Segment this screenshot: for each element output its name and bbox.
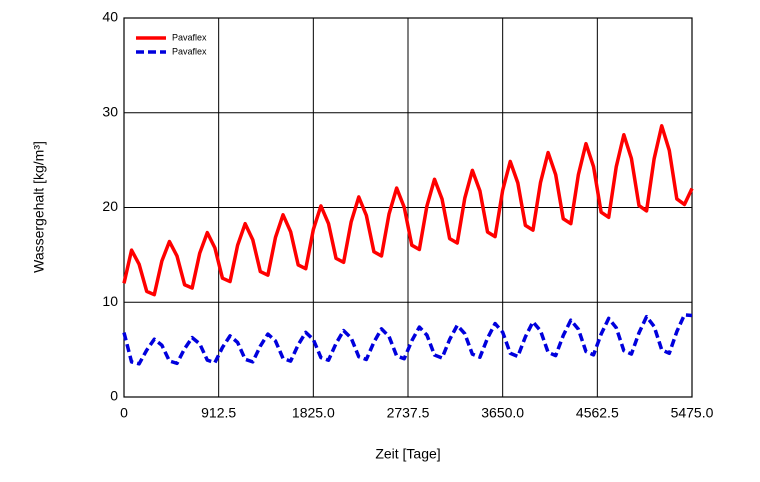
legend-label: Pavaflex — [172, 46, 207, 56]
x-tick-label: 4562.5 — [576, 405, 619, 421]
x-tick-label: 912.5 — [201, 405, 236, 421]
y-tick-label: 20 — [102, 198, 118, 214]
y-tick-label: 30 — [102, 103, 118, 119]
x-tick-label: 5475.0 — [671, 405, 714, 421]
x-axis-label: Zeit [Tage] — [375, 446, 440, 462]
y-axis-label: Wassergehalt [kg/m³] — [31, 141, 47, 273]
series-line — [122, 313, 693, 366]
series-line — [122, 124, 694, 297]
y-tick-label: 10 — [102, 293, 118, 309]
x-tick-label: 3650.0 — [481, 405, 524, 421]
x-tick-label: 1825.0 — [292, 405, 335, 421]
y-tick-label: 0 — [110, 388, 118, 404]
y-tick-label: 40 — [102, 9, 118, 25]
legend: Pavaflex Pavaflex — [136, 32, 207, 56]
x-tick-label: 0 — [120, 405, 128, 421]
legend-label: Pavaflex — [172, 32, 207, 42]
x-tick-label: 2737.5 — [387, 405, 430, 421]
